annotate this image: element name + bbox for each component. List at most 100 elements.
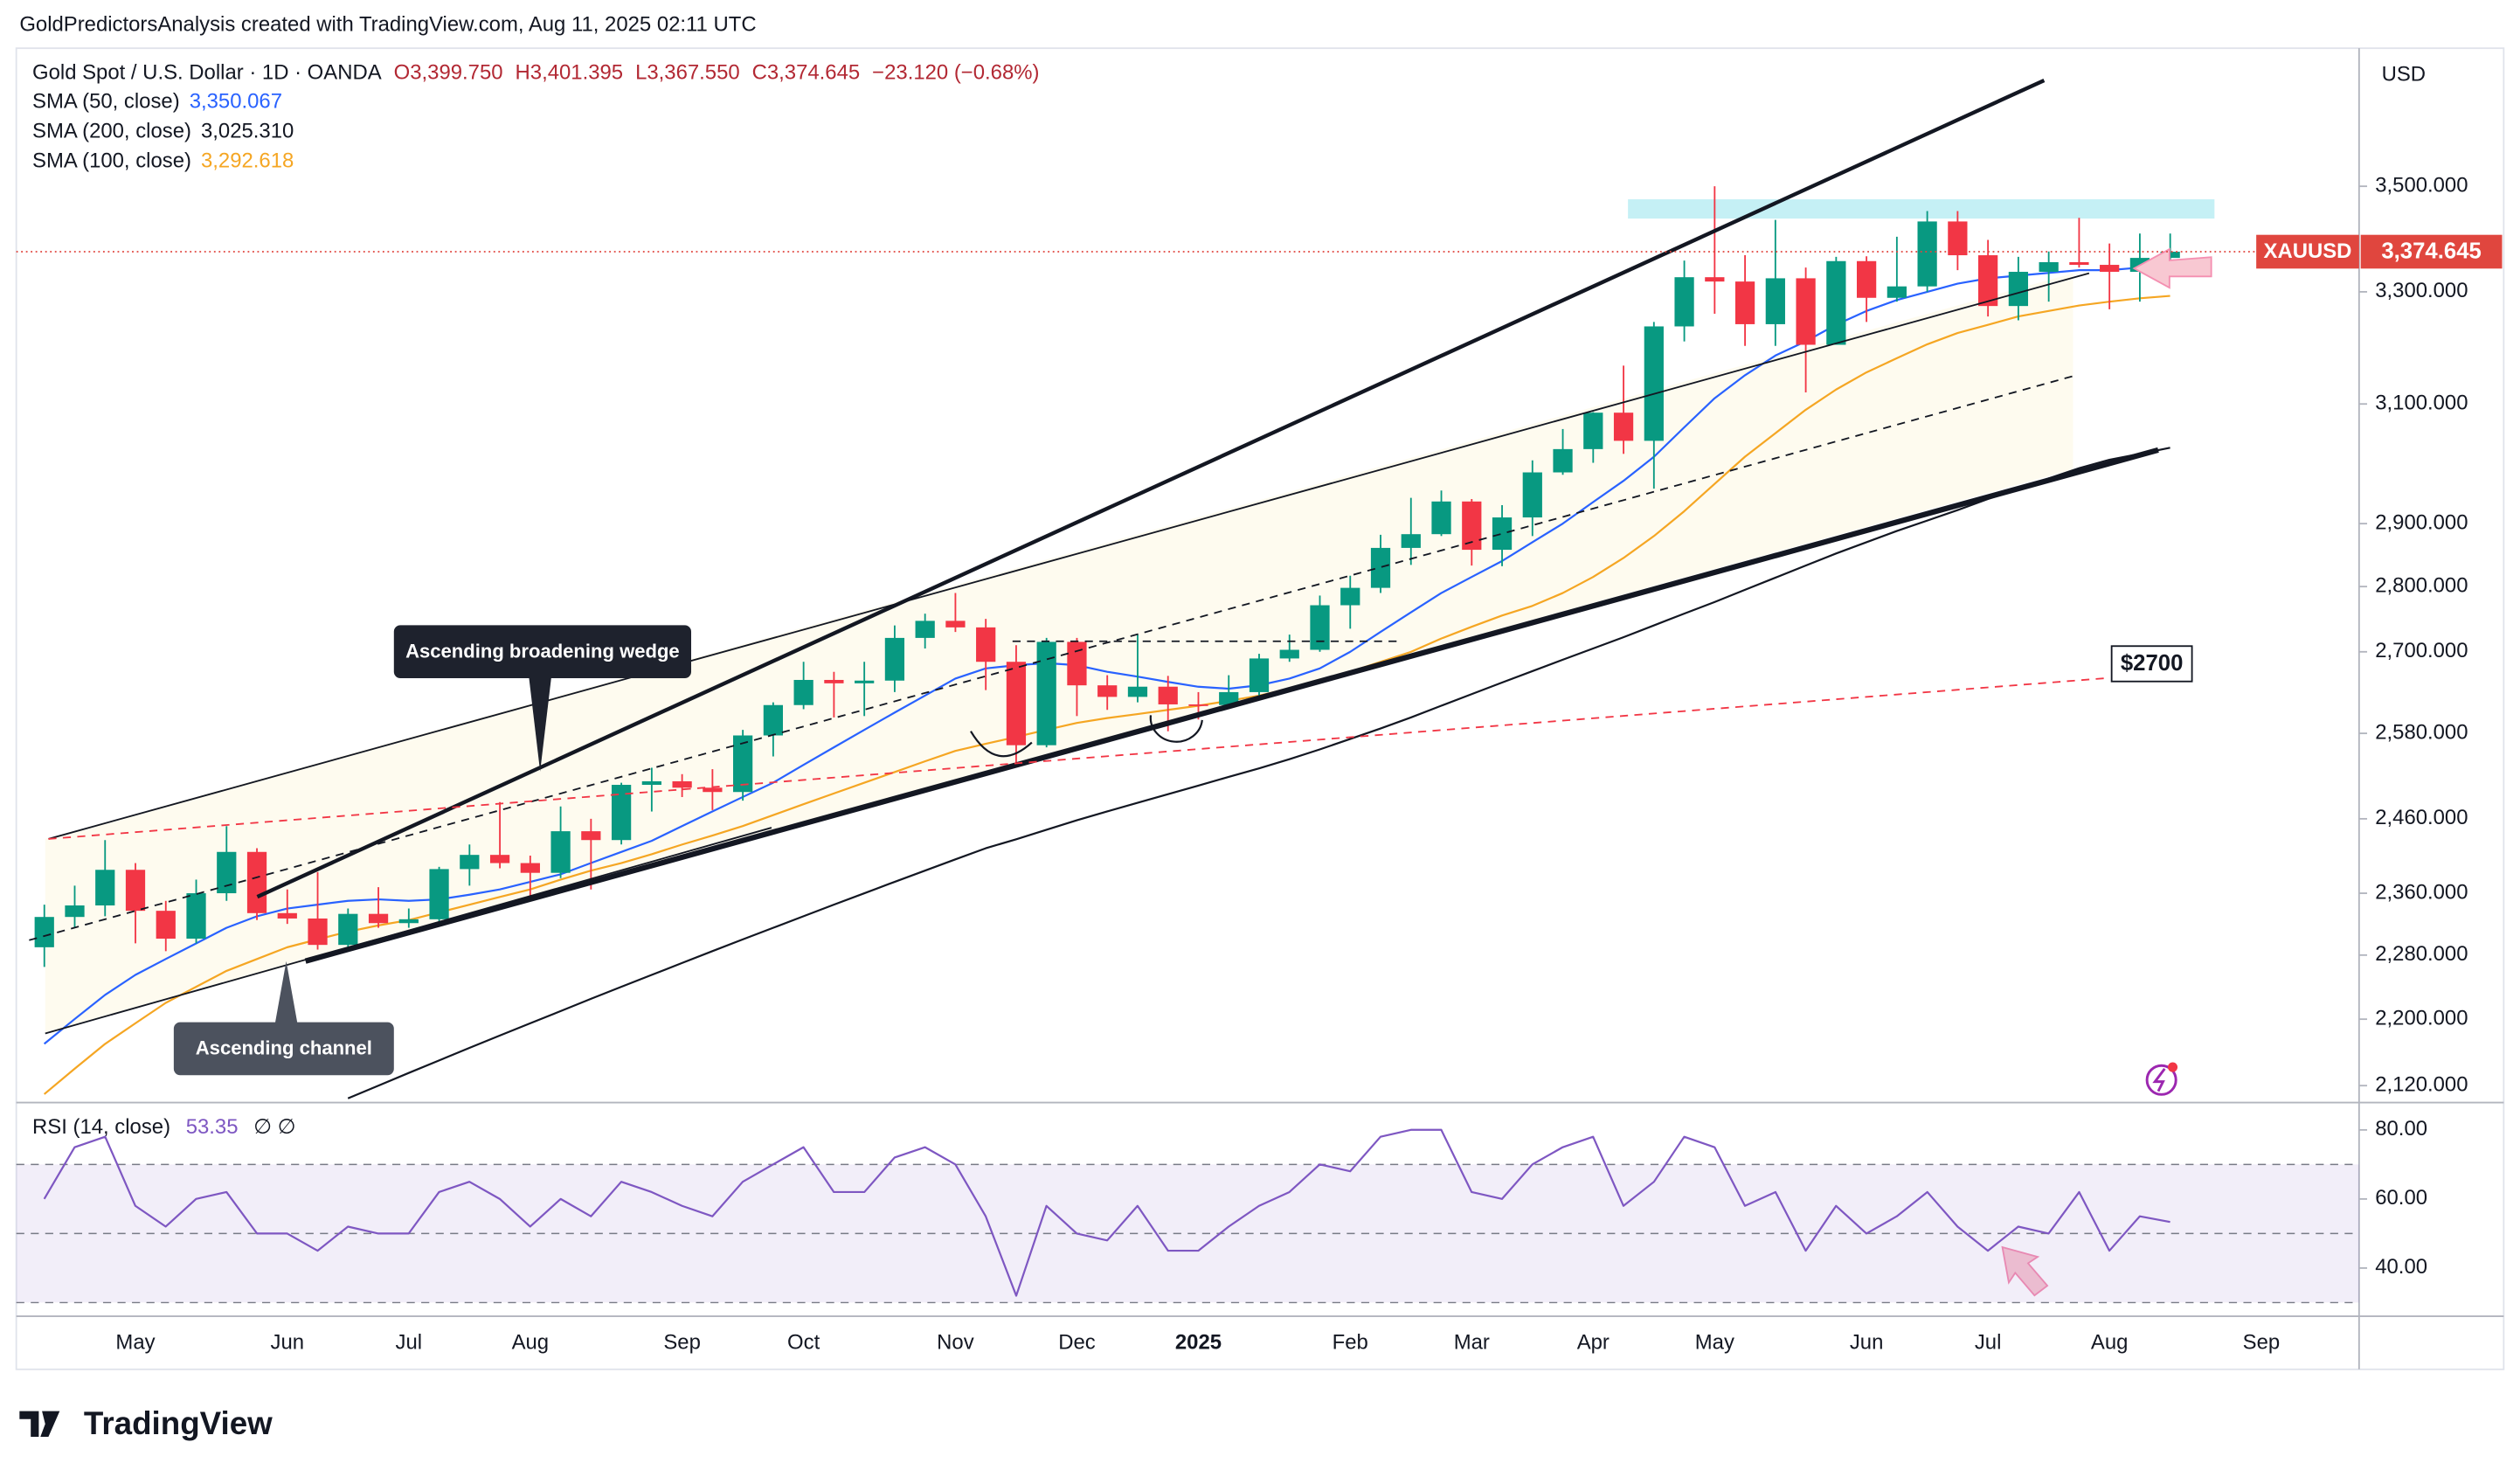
callout-box: [393, 625, 692, 679]
candle-body: [368, 913, 389, 924]
candle-body: [1006, 662, 1027, 745]
ohlc-value: L3,367.550: [635, 61, 740, 85]
legend-value: 3,292.618: [201, 149, 294, 173]
y-tick-label: 2,900.000: [2375, 510, 2468, 534]
last-price-name-box: [2256, 234, 2359, 269]
callout-text: Ascending broadening wedge: [405, 640, 680, 662]
candle-body: [1158, 686, 1178, 704]
y-tick-label: 3,300.000: [2375, 279, 2468, 302]
candle-body: [1310, 605, 1330, 650]
candle-body: [1067, 641, 1087, 686]
candle-body: [1705, 277, 1725, 282]
candle-body: [277, 912, 297, 919]
candle-body: [1948, 221, 1968, 256]
candle-body: [520, 863, 540, 873]
candle-body: [1188, 704, 1208, 706]
candle-body: [308, 918, 328, 946]
y-tick-label: 3,500.000: [2375, 173, 2468, 197]
y-tick-label: 2,360.000: [2375, 880, 2468, 904]
sma-line: [347, 447, 2170, 1099]
candle-body: [34, 917, 54, 947]
x-tick-label: Dec: [1058, 1331, 1096, 1355]
note-text: $2700: [2121, 651, 2184, 676]
legend-entry: SMA (100, close) 3,292.618: [32, 149, 294, 173]
y-tick-label: 2,800.000: [2375, 573, 2468, 597]
candle-body: [1856, 260, 1877, 298]
ohlc-value: H3,401.395: [516, 61, 624, 85]
callout-box: [173, 1022, 394, 1076]
rsi-tick-label: 80.00: [2375, 1117, 2427, 1141]
rsi-name: RSI (14, close): [32, 1115, 170, 1139]
candle-body: [550, 831, 571, 873]
x-tick-label: Oct: [787, 1331, 820, 1355]
sma-line: [43, 263, 2170, 1045]
x-tick-label: Sep: [2243, 1331, 2281, 1355]
legend: SMA (50, close) 3,350.067 SMA (200, close)…: [32, 90, 294, 173]
last-price-name: XAUUSD: [2264, 239, 2352, 263]
candle-body: [915, 621, 935, 638]
legend-value: 3,025.310: [201, 120, 294, 143]
candle-body: [1431, 501, 1451, 535]
candle-body: [1401, 534, 1421, 548]
rsi-legend: RSI (14, close) 53.35 ∅ ∅: [32, 1115, 295, 1139]
legend-name: SMA (200, close): [32, 120, 191, 143]
x-tick-label: Jul: [396, 1331, 423, 1355]
x-tick-label: 2025: [1175, 1331, 1222, 1355]
legend-entry: SMA (50, close) 3,350.067: [32, 90, 282, 114]
candle-body: [1370, 547, 1391, 588]
channel-mid: [29, 375, 2073, 941]
rsi-extra: ∅ ∅: [253, 1115, 295, 1139]
callout-pointer: [274, 960, 298, 1024]
candle-body: [1097, 685, 1118, 697]
callout: Ascending broadening wedge: [393, 625, 692, 772]
candle-body: [976, 627, 996, 662]
frame: [15, 47, 2505, 1370]
candle-body: [2039, 261, 2059, 273]
candle-body: [95, 870, 115, 906]
trendlines: [29, 78, 2159, 1035]
channel-upper: [48, 272, 2090, 840]
icon-dot: [2168, 1062, 2178, 1072]
candle-body: [672, 780, 692, 788]
candle-body: [217, 851, 237, 894]
candle-body: [125, 870, 146, 912]
price-note: $2700: [2110, 645, 2193, 683]
candle-body: [1553, 448, 1573, 473]
candle-body: [460, 855, 480, 870]
icon-ring: [2145, 1064, 2177, 1096]
candle-body: [1036, 641, 1056, 745]
candle-body: [793, 679, 813, 705]
channel-lower: [45, 827, 772, 1035]
candle-body: [1127, 686, 1148, 697]
candle-body: [2100, 265, 2120, 273]
sma-line: [43, 295, 2170, 1095]
attribution: GoldPredictorsAnalysis created with Trad…: [19, 13, 756, 37]
last-price-label: 3,374.645: [2381, 239, 2482, 264]
x-tick-label: May: [1695, 1331, 1734, 1355]
candle-body: [703, 787, 723, 793]
candle-body: [65, 905, 85, 918]
candle-body: [1796, 278, 1816, 345]
x-tick-label: Feb: [1333, 1331, 1368, 1355]
candle-body: [1826, 260, 1846, 345]
wedge-lower: [304, 447, 2159, 964]
candle-body: [156, 911, 176, 940]
candle-body: [489, 855, 510, 863]
callout: Ascending channel: [173, 960, 394, 1076]
ohlc-value: C3,374.645: [752, 61, 861, 85]
y-tick-label: 3,100.000: [2375, 392, 2468, 415]
candle-body: [1978, 255, 1998, 307]
candle-body: [1522, 472, 1542, 518]
arc: [1149, 715, 1203, 743]
icon-bolt: [2152, 1068, 2166, 1092]
wedge-upper: [256, 78, 2046, 899]
candle-body: [581, 831, 601, 841]
arrow: [2001, 1245, 2049, 1297]
x-tick-label: Nov: [937, 1331, 974, 1355]
overlay-layer: [43, 263, 2170, 1099]
candle-body: [641, 780, 661, 786]
callout-text: Ascending channel: [196, 1037, 372, 1059]
candle-body: [186, 893, 206, 940]
